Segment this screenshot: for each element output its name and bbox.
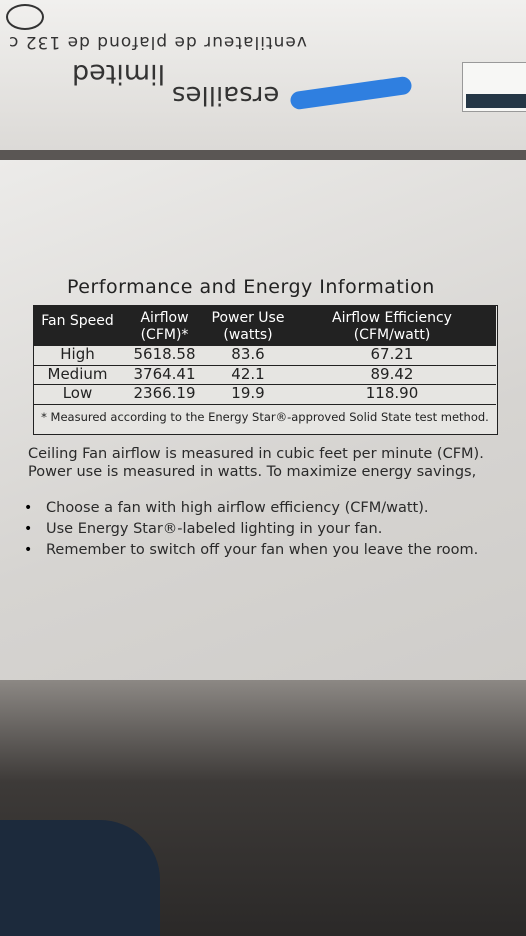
table-header: Fan Speed	[34, 306, 121, 346]
box-edge	[0, 150, 526, 162]
bullet-item: • Remember to switch off your fan when yo…	[24, 540, 478, 561]
intro-line: Power use is measured in watts. To maxim…	[28, 464, 477, 480]
intro-line: Ceiling Fan airflow is measured in cubic…	[28, 446, 484, 462]
table-header: Airflow (CFM)*	[121, 306, 208, 346]
table-cell: High	[60, 345, 95, 363]
header-line: Airflow	[140, 310, 189, 326]
table-cell: 118.90	[365, 384, 419, 402]
bullet-list: • Choose a fan with high airflow efficien…	[24, 498, 478, 561]
row-line	[34, 364, 496, 366]
bullet-dot: •	[24, 542, 33, 558]
row-line	[34, 384, 496, 385]
bullet-item: • Use Energy Star®-labeled lighting in yo…	[24, 519, 478, 540]
bullet-item: • Choose a fan with high airflow efficien…	[24, 498, 478, 519]
box-top: ventilateur de plafond de 132 c limited …	[0, 0, 526, 150]
row-line	[34, 345, 496, 346]
header-line: (CFM)*	[140, 327, 189, 343]
scribble	[289, 75, 413, 111]
header-line: Airflow Efficiency	[332, 310, 452, 326]
energy-table: Fan Speed Airflow (CFM)* Power Use (watts) Ai…	[33, 305, 498, 435]
bullet-dot: •	[24, 500, 33, 516]
brand-sub: limited	[72, 58, 166, 89]
table-cell: 89.42	[370, 364, 414, 383]
bullet-text: Choose a fan with high airflow efficienc…	[46, 500, 429, 516]
intro: Ceiling Fan airflow is measured in cubic…	[28, 445, 484, 481]
table-cell: 83.6	[231, 345, 265, 363]
table-header: Power Use (watts)	[208, 306, 288, 346]
label-title: Performance and Energy Information	[67, 276, 435, 298]
table-cell: 3764.41	[133, 364, 196, 383]
ul-logo	[6, 4, 44, 30]
table-header: Airflow Efficiency (CFM/watt)	[288, 306, 496, 346]
sticker-bar	[466, 94, 526, 108]
row-line	[34, 403, 496, 405]
table-cell: Low	[62, 384, 93, 402]
table-cell: 42.1	[231, 364, 265, 383]
bullet-dot: •	[24, 521, 33, 537]
brand: ersailles	[172, 80, 280, 110]
header-line: Power Use	[211, 310, 285, 326]
header-line: Fan Speed	[41, 313, 114, 329]
bullet-text: Remember to switch off your fan when you…	[46, 542, 479, 558]
footnote: * Measured according to the Energy Star®…	[41, 409, 489, 424]
header-line: (CFM/watt)	[353, 327, 431, 343]
box-text: ventilateur de plafond de 132 c	[8, 32, 307, 52]
table-cell: 67.21	[370, 345, 414, 363]
clothing	[0, 820, 160, 936]
header-line: (watts)	[223, 327, 273, 343]
table-cell: 19.9	[231, 384, 265, 402]
table-cell: 5618.58	[133, 345, 196, 363]
bullet-text: Use Energy Star®-labeled lighting in you…	[46, 521, 383, 537]
table-cell: 2366.19	[133, 384, 196, 402]
table-cell: Medium	[47, 364, 108, 383]
